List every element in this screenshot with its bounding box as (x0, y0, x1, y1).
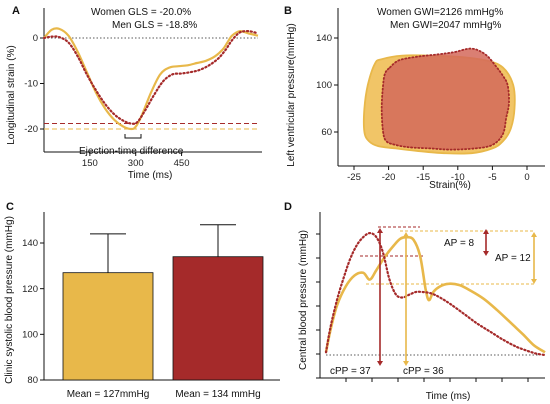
panel-c-women-mean-label: Mean = 127mmHg (67, 389, 150, 400)
panel-a-women-curve (43, 27, 259, 131)
panel-d-cpp-men-arrow-head-top (377, 228, 383, 233)
panel-b-xtick-label: 0 (524, 172, 529, 183)
panel-b-xtick-label: -25 (347, 172, 361, 183)
panel-d-xlabel: Time (ms) (426, 391, 471, 402)
panel-c-ytick-label: 140 (22, 238, 38, 249)
panel-a-xlabel: Time (ms) (128, 170, 173, 181)
panel-d-ap-men-label: AP = 8 (444, 238, 475, 249)
panel-b-ytick-label: 140 (316, 33, 332, 44)
panel-d-ap-men-arrow-head-bottom (483, 251, 489, 256)
panel-a-letter: A (12, 5, 20, 17)
panel-a-legend-men: Men GLS = -18.8% (112, 20, 197, 31)
panel-b-xtick-label: -5 (488, 172, 496, 183)
panel-a-men-curve (42, 30, 260, 125)
panel-d-cpp-women-arrow-head-bottom (403, 361, 409, 366)
panel-b-letter: B (284, 5, 292, 17)
panel-d-ap-women-arrow-head-top (531, 232, 537, 237)
panel-d-ap-men-arrow-head-top (483, 229, 489, 234)
panel-a-ylabel: Longitudinal strain (%) (6, 45, 17, 145)
panel-a-ytick-label: -10 (24, 79, 38, 90)
panel-d: D Central blood pressure (mmHg) Time (ms… (284, 201, 547, 402)
panel-d-cpp-women-label: cPP = 36 (403, 366, 444, 377)
panel-b-men-loop (380, 47, 510, 151)
panel-c-ylabel: Clinic systolic blood pressure (mmHg) (4, 216, 15, 384)
panel-d-men-curve (324, 231, 547, 357)
panel-b-ylabel: Left ventricular pressure(mmHg) (286, 23, 297, 166)
panel-a: A Longitudinal strain (%) Time (ms) 0 -10… (6, 5, 262, 181)
panel-b-legend-women: Women GWI=2126 mmHg% (377, 7, 503, 18)
panel-c-ytick-label: 80 (27, 375, 38, 386)
panel-c-letter: C (6, 201, 14, 213)
panel-a-xtick-label: 150 (82, 158, 98, 169)
panel-d-women-curve (324, 235, 546, 354)
panel-b: B Left ventricular pressure(mmHg) Strain… (284, 5, 545, 191)
panel-d-ap-women-arrow-head-bottom (531, 279, 537, 284)
panel-b-ytick-label: 100 (316, 80, 332, 91)
panel-b-ytick-label: 60 (321, 127, 332, 138)
panel-b-xlabel: Strain(%) (429, 180, 471, 191)
panel-a-ytick-label: -20 (24, 124, 38, 135)
panel-a-xtick-label: 450 (174, 158, 190, 169)
panel-b-legend-men: Men GWI=2047 mmHg% (390, 20, 502, 31)
panel-b-xtick-label: -20 (382, 172, 396, 183)
panel-d-ylabel: Central blood pressure (mmHg) (298, 230, 309, 370)
panel-a-xtick-label: 300 (128, 158, 144, 169)
panel-d-letter: D (284, 201, 292, 213)
panel-a-legend-women: Women GLS = -20.0% (91, 7, 191, 18)
panel-c-men-mean-label: Mean = 134 mmHg (175, 389, 260, 400)
panel-c: C Clinic systolic blood pressure (mmHg) … (4, 201, 280, 400)
panel-c-ytick-label: 120 (22, 284, 38, 295)
panel-c-bar-men (172, 256, 264, 381)
panel-d-cpp-women-arrow-head-top (403, 232, 409, 237)
panel-b-xtick-label: -10 (451, 172, 465, 183)
panel-d-cpp-men-label: cPP = 37 (330, 366, 371, 377)
panel-c-ytick-label: 100 (22, 330, 38, 341)
panel-c-bar-women (62, 272, 154, 381)
panel-b-xtick-label: -15 (416, 172, 430, 183)
panel-a-bracket (124, 134, 142, 139)
panel-d-cpp-men-arrow-head-bottom (377, 361, 383, 366)
panel-a-ytick-label: 0 (33, 33, 38, 44)
panel-d-ap-women-label: AP = 12 (495, 253, 531, 264)
panel-a-annotation: Ejection-time difference (79, 146, 184, 157)
